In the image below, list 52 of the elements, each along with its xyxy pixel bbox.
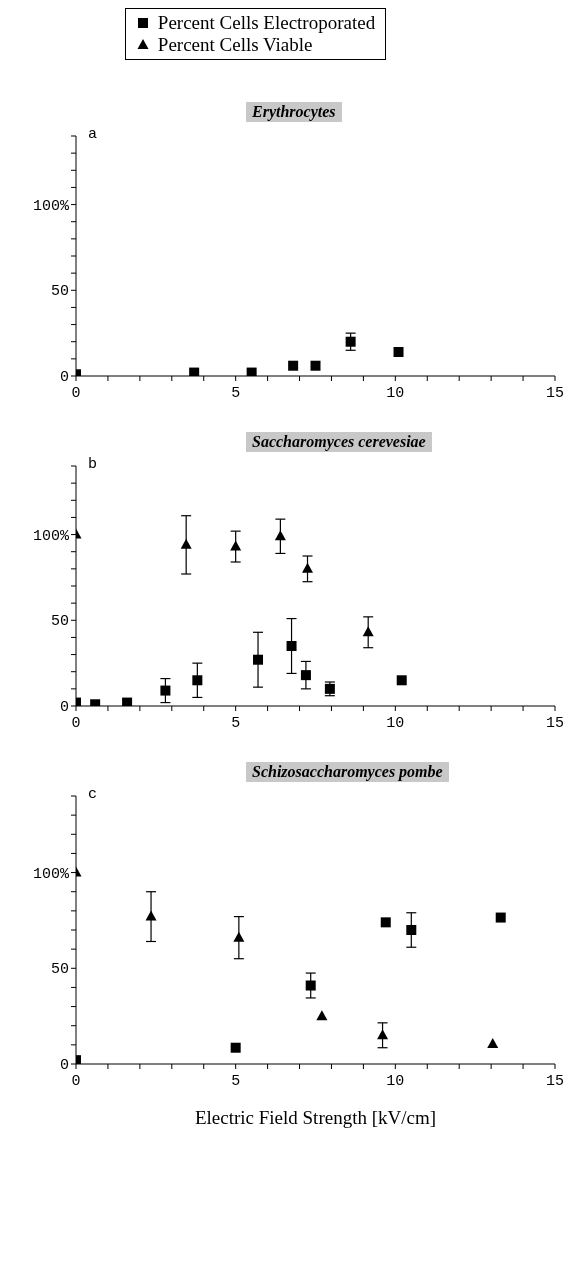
- x-tick-label: 10: [386, 715, 405, 732]
- point: [180, 538, 192, 549]
- point: [380, 917, 391, 928]
- annotation: b: [88, 456, 98, 473]
- point: [230, 540, 242, 551]
- point: [495, 912, 506, 923]
- x-tick-label: 0: [71, 1073, 81, 1090]
- point: [487, 1037, 499, 1048]
- y-tick-label: 50: [50, 961, 69, 979]
- y-tick-label: 50: [50, 613, 69, 631]
- y-tick-label: 0: [59, 1057, 69, 1074]
- legend-label: Percent Cells Viable: [157, 34, 313, 56]
- point: [406, 925, 417, 935]
- point: [377, 1029, 389, 1040]
- x-tick-label: 5: [231, 385, 241, 402]
- y-tick-label: 0: [59, 699, 69, 716]
- point: [362, 626, 374, 637]
- point: [286, 641, 297, 651]
- chart-title: Schizosaccharomyces pombe: [246, 762, 449, 782]
- point: [305, 980, 316, 991]
- x-tick-label: 15: [545, 385, 565, 402]
- chart-title: Erythrocytes: [246, 102, 342, 122]
- point: [192, 675, 203, 686]
- point: [302, 562, 314, 573]
- y-tick-label: 100%: [32, 865, 70, 883]
- x-tick-label: 15: [545, 1073, 565, 1090]
- annotation: a: [88, 126, 98, 143]
- point: [122, 697, 133, 706]
- point: [396, 675, 407, 686]
- y-tick-label: 100%: [32, 527, 70, 545]
- point: [233, 931, 245, 942]
- legend-label: Percent Cells Electroporated: [157, 12, 376, 34]
- point: [253, 654, 264, 665]
- point: [300, 670, 311, 681]
- point: [145, 910, 157, 921]
- x-tick-label: 0: [71, 715, 81, 732]
- annotation: c: [88, 786, 98, 803]
- y-tick-label: 0: [59, 369, 69, 386]
- point: [316, 1010, 328, 1021]
- x-tick-label: 10: [386, 1073, 405, 1090]
- x-tick-label: 5: [231, 1073, 241, 1090]
- x-tick-label: 10: [386, 385, 405, 402]
- x-tick-label: 0: [71, 385, 81, 402]
- point: [230, 1042, 241, 1053]
- x-tick-label: 5: [231, 715, 241, 732]
- y-tick-label: 100%: [32, 197, 70, 215]
- point: [160, 685, 171, 696]
- x-axis-title: Electric Field Strength [kV/cm]: [194, 1107, 437, 1128]
- x-tick-label: 15: [545, 715, 565, 732]
- point: [274, 530, 286, 541]
- chart-title: Saccharomyces cerevesiae: [246, 432, 432, 452]
- y-tick-label: 50: [50, 283, 69, 301]
